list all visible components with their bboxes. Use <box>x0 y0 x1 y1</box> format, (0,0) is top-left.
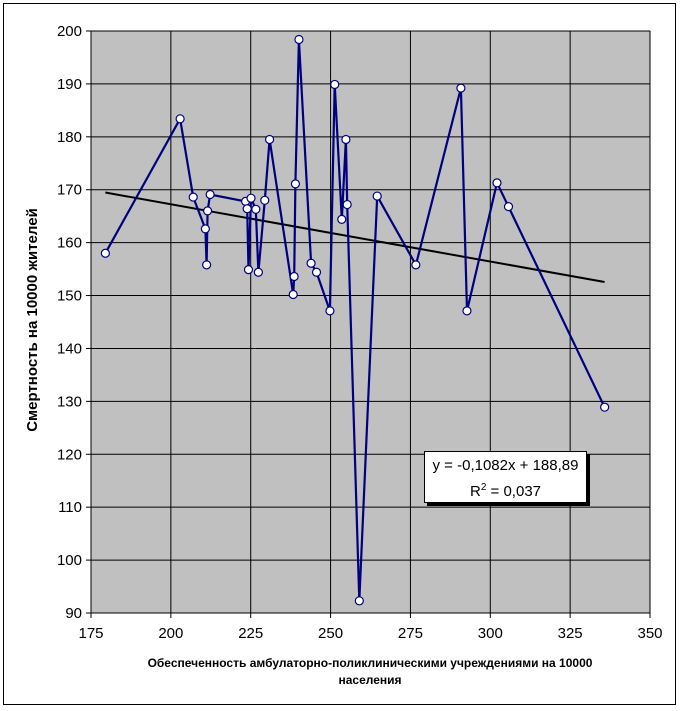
trendline-equation-box: y = -0,1082x + 188,89 R2 = 0,037 <box>424 451 587 503</box>
x-tick-label: 200 <box>158 625 183 642</box>
r-squared-value: = 0,037 <box>486 483 542 500</box>
data-point <box>462 306 472 316</box>
y-tick-label: 170 <box>57 182 82 199</box>
data-point <box>354 596 364 606</box>
y-tick-label: 110 <box>58 499 82 516</box>
data-point <box>202 260 212 270</box>
data-point <box>202 206 213 216</box>
data-point <box>253 267 263 277</box>
x-tick-label: 300 <box>478 625 503 642</box>
trendline <box>105 191 605 284</box>
y-tick-label: 140 <box>57 340 82 357</box>
data-point <box>175 114 185 124</box>
data-point <box>372 191 382 201</box>
r-squared-prefix: R <box>469 483 481 500</box>
data-point <box>251 204 261 214</box>
series-line <box>104 38 606 602</box>
x-tick-label: 250 <box>318 625 343 642</box>
data-point <box>337 214 347 224</box>
y-tick-label: 100 <box>57 552 82 569</box>
data-point <box>289 271 299 282</box>
data-point <box>243 265 254 275</box>
x-tick-label: 275 <box>398 625 423 642</box>
r-squared-label: R2 = 0,037 <box>425 477 586 503</box>
data-point <box>456 83 466 93</box>
data-point <box>246 193 256 203</box>
y-tick-label: 150 <box>57 288 82 305</box>
data-point <box>264 134 275 145</box>
x-tick-label: 325 <box>558 625 583 642</box>
data-point <box>260 195 270 205</box>
axes <box>86 30 651 618</box>
data-point <box>492 178 502 188</box>
y-tick-label: 200 <box>57 23 82 40</box>
y-tick-label: 160 <box>57 235 82 252</box>
r-squared-superscript: 2 <box>480 482 487 493</box>
data-point <box>288 289 298 300</box>
data-point <box>341 134 351 145</box>
data-point <box>600 402 610 412</box>
y-axis-label: Смертность на 10000 жителей <box>24 208 41 432</box>
x-axis-label-line1: Обеспеченность амбулаторно-поликлиническ… <box>148 656 593 670</box>
data-point <box>242 204 252 214</box>
series-layer <box>104 38 606 602</box>
tick-labels: 90 100 110 120 130 140 150 160 170 180 190 200 175 20… <box>57 23 663 642</box>
data-point <box>200 224 210 234</box>
y-tick-label: 190 <box>57 76 82 93</box>
x-axis-label-line2: населения <box>338 673 401 687</box>
data-point <box>100 248 110 258</box>
x-tick-label: 350 <box>637 625 662 642</box>
data-point <box>325 306 335 316</box>
data-point <box>294 34 304 45</box>
y-tick-label: 130 <box>57 393 82 410</box>
data-point <box>411 260 421 270</box>
data-point <box>290 179 301 189</box>
data-point <box>306 258 316 268</box>
points-layer <box>100 34 610 606</box>
trendline-equation: y = -0,1082x + 188,89 <box>432 457 579 474</box>
x-tick-label: 225 <box>238 625 263 642</box>
y-tick-label: 120 <box>57 446 82 463</box>
trendline-layer <box>105 191 605 284</box>
data-point <box>503 202 514 212</box>
data-point <box>342 199 352 210</box>
data-point <box>311 267 322 277</box>
y-tick-label: 90 <box>65 605 82 622</box>
data-point <box>330 79 340 90</box>
plot-area <box>90 30 651 614</box>
data-point <box>205 189 215 200</box>
y-tick-label: 180 <box>57 129 82 146</box>
data-point <box>188 192 198 202</box>
x-tick-label: 175 <box>78 625 103 642</box>
